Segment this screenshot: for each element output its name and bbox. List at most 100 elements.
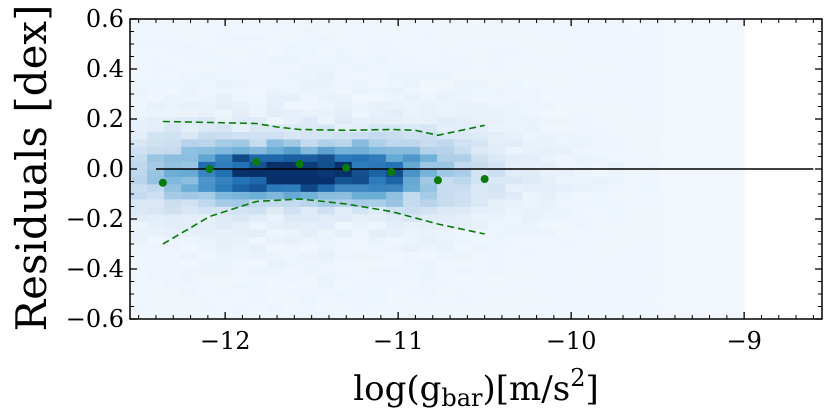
heatmap-cell bbox=[420, 274, 438, 282]
heatmap-cell bbox=[437, 214, 455, 222]
heatmap-cell bbox=[249, 64, 267, 72]
heatmap-cell bbox=[658, 289, 677, 297]
heatmap-cell bbox=[658, 19, 677, 27]
heatmap-cell bbox=[402, 124, 421, 132]
heatmap-cell bbox=[710, 146, 728, 155]
heatmap-cell bbox=[300, 139, 319, 147]
heatmap-cell bbox=[198, 184, 216, 192]
heatmap-cell bbox=[385, 296, 404, 305]
heatmap-cell bbox=[624, 244, 643, 252]
heatmap-cell bbox=[266, 64, 284, 72]
heatmap-cell bbox=[420, 86, 438, 95]
heatmap-cell bbox=[249, 86, 267, 95]
heatmap-cell bbox=[283, 244, 301, 252]
heatmap-cell bbox=[334, 176, 353, 185]
heatmap-cell bbox=[710, 296, 728, 305]
heatmap-cell bbox=[249, 56, 267, 65]
heatmap-cell bbox=[573, 86, 592, 95]
heatmap-cell bbox=[522, 56, 540, 65]
heatmap-cell bbox=[607, 191, 626, 200]
heatmap-cell bbox=[454, 19, 472, 27]
heatmap-cell bbox=[198, 259, 216, 267]
heatmap-cell bbox=[692, 274, 711, 282]
heatmap-cell bbox=[402, 154, 421, 162]
heatmap-cell bbox=[215, 236, 233, 245]
heatmap-cell bbox=[147, 34, 165, 42]
heatmap-cell bbox=[368, 304, 387, 312]
heatmap-cell bbox=[232, 199, 250, 207]
heatmap-cell bbox=[317, 281, 336, 290]
heatmap-cell bbox=[317, 274, 336, 282]
heatmap-cell bbox=[147, 176, 165, 185]
heatmap-cell bbox=[607, 86, 626, 95]
heatmap-cell bbox=[590, 86, 609, 95]
heatmap-cell bbox=[437, 124, 455, 132]
heatmap-cell bbox=[164, 191, 182, 200]
heatmap-cell bbox=[368, 139, 387, 147]
heatmap-cell bbox=[351, 41, 370, 50]
heatmap-cell bbox=[130, 94, 148, 102]
heatmap-cell bbox=[675, 101, 694, 110]
heatmap-cell bbox=[573, 79, 592, 87]
heatmap-cell bbox=[402, 251, 421, 260]
heatmap-cell bbox=[522, 26, 540, 35]
heatmap-cell bbox=[590, 289, 609, 297]
heatmap-cell bbox=[232, 131, 250, 140]
heatmap-cell bbox=[130, 101, 148, 110]
heatmap-cell bbox=[556, 79, 574, 87]
heatmap-cell bbox=[215, 304, 233, 312]
heatmap-cell bbox=[556, 146, 574, 155]
heatmap-cell bbox=[522, 139, 540, 147]
heatmap-cell bbox=[402, 274, 421, 282]
heatmap-cell bbox=[573, 296, 592, 305]
heatmap-cell bbox=[385, 71, 404, 80]
heatmap-cell bbox=[420, 116, 438, 125]
heatmap-cell bbox=[727, 191, 745, 200]
heatmap-cell bbox=[471, 79, 489, 87]
heatmap-cell bbox=[249, 304, 267, 312]
heatmap-cell bbox=[317, 41, 336, 50]
heatmap-cell bbox=[607, 244, 626, 252]
heatmap-cell bbox=[420, 139, 438, 147]
heatmap-cell bbox=[607, 281, 626, 290]
heatmap-cell bbox=[522, 289, 540, 297]
heatmap-cell bbox=[641, 236, 660, 245]
heatmap-cell bbox=[215, 146, 233, 155]
heatmap-cell bbox=[590, 109, 609, 117]
heatmap-cell bbox=[334, 124, 353, 132]
heatmap-cell bbox=[215, 26, 233, 35]
heatmap-cell bbox=[573, 116, 592, 125]
heatmap-cell bbox=[590, 199, 609, 207]
heatmap-cell bbox=[590, 146, 609, 155]
heatmap-cell bbox=[283, 296, 301, 305]
heatmap-cell bbox=[539, 109, 557, 117]
heatmap-cell bbox=[147, 236, 165, 245]
heatmap-cell bbox=[420, 176, 438, 185]
heatmap-cell bbox=[232, 259, 250, 267]
heatmap-cell bbox=[283, 281, 301, 290]
heatmap-cell bbox=[198, 101, 216, 110]
heatmap-cell bbox=[727, 229, 745, 237]
heatmap-cell bbox=[198, 221, 216, 230]
heatmap-cell bbox=[385, 139, 404, 147]
heatmap-cell bbox=[710, 49, 728, 57]
heatmap-cell bbox=[522, 146, 540, 155]
heatmap-cell bbox=[590, 184, 609, 192]
heatmap-cell bbox=[164, 146, 182, 155]
heatmap-cell bbox=[488, 221, 506, 230]
heatmap-cell bbox=[249, 281, 267, 290]
heatmap-cell bbox=[232, 56, 250, 65]
heatmap-cell bbox=[556, 94, 574, 102]
heatmap-cell bbox=[471, 41, 489, 50]
heatmap-cell bbox=[317, 229, 336, 237]
heatmap-cell bbox=[164, 184, 182, 192]
heatmap-cell bbox=[692, 101, 711, 110]
heatmap-cell bbox=[539, 34, 557, 42]
heatmap-cell bbox=[471, 56, 489, 65]
heatmap-cell bbox=[624, 229, 643, 237]
heatmap-cell bbox=[710, 274, 728, 282]
heatmap-cell bbox=[300, 289, 319, 297]
heatmap-cell bbox=[590, 296, 609, 305]
heatmap-cell bbox=[641, 266, 660, 275]
heatmap-cell bbox=[420, 289, 438, 297]
